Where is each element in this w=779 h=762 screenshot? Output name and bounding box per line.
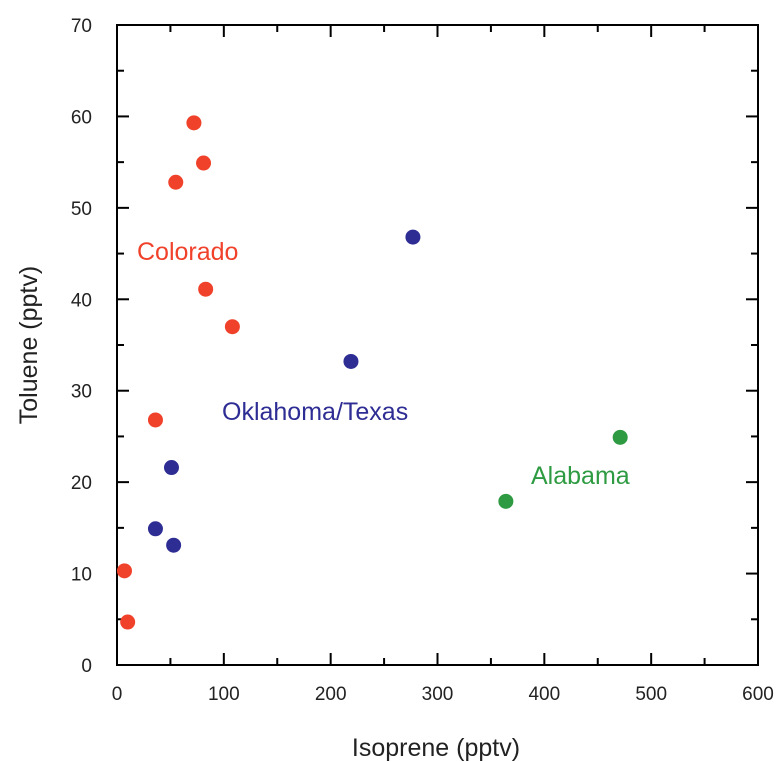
point-oklahoma-texas [166,537,182,553]
point-colorado [198,281,214,297]
x-tick-label: 300 [422,684,454,705]
series-annotations: Colorado Oklahoma/Texas Alabama [137,238,630,490]
point-alabama [612,429,628,445]
x-tick-label: 400 [528,684,560,705]
point-oklahoma-texas [343,353,359,369]
point-colorado [120,614,136,630]
x-axis-title: Isoprene (pptv) [352,734,520,762]
point-colorado [186,115,202,131]
plot-frame [116,24,759,666]
point-colorado [224,319,240,335]
y-axis-title: Toluene (pptv) [15,266,43,424]
x-tick-label: 0 [112,684,123,705]
label-alabama: Alabama [531,462,630,490]
x-tick-label: 100 [208,684,240,705]
point-colorado [196,155,212,171]
point-colorado [147,412,163,428]
point-colorado [168,174,184,190]
label-colorado: Colorado [137,238,238,266]
x-tick-label: 600 [742,684,774,705]
point-colorado [116,563,132,579]
x-tick-label: 500 [635,684,667,705]
y-tick-label: 20 [71,473,92,494]
y-tick-label: 70 [71,16,92,37]
data-points [116,115,628,630]
label-oklahoma-texas: Oklahoma/Texas [222,398,408,426]
point-oklahoma-texas [405,229,421,245]
y-tick-label: 30 [71,382,92,403]
point-oklahoma-texas [147,521,163,537]
y-tick-label: 50 [71,199,92,220]
y-tick-label: 10 [71,565,92,586]
y-tick-label: 0 [81,656,92,677]
y-tick-label: 40 [71,290,92,311]
y-tick-label: 60 [71,107,92,128]
axes: 0 100 200 300 400 500 600 0 10 20 30 40 50 60 70 [71,16,774,705]
x-tick-label: 200 [315,684,347,705]
point-oklahoma-texas [163,460,179,476]
point-alabama [498,493,514,509]
